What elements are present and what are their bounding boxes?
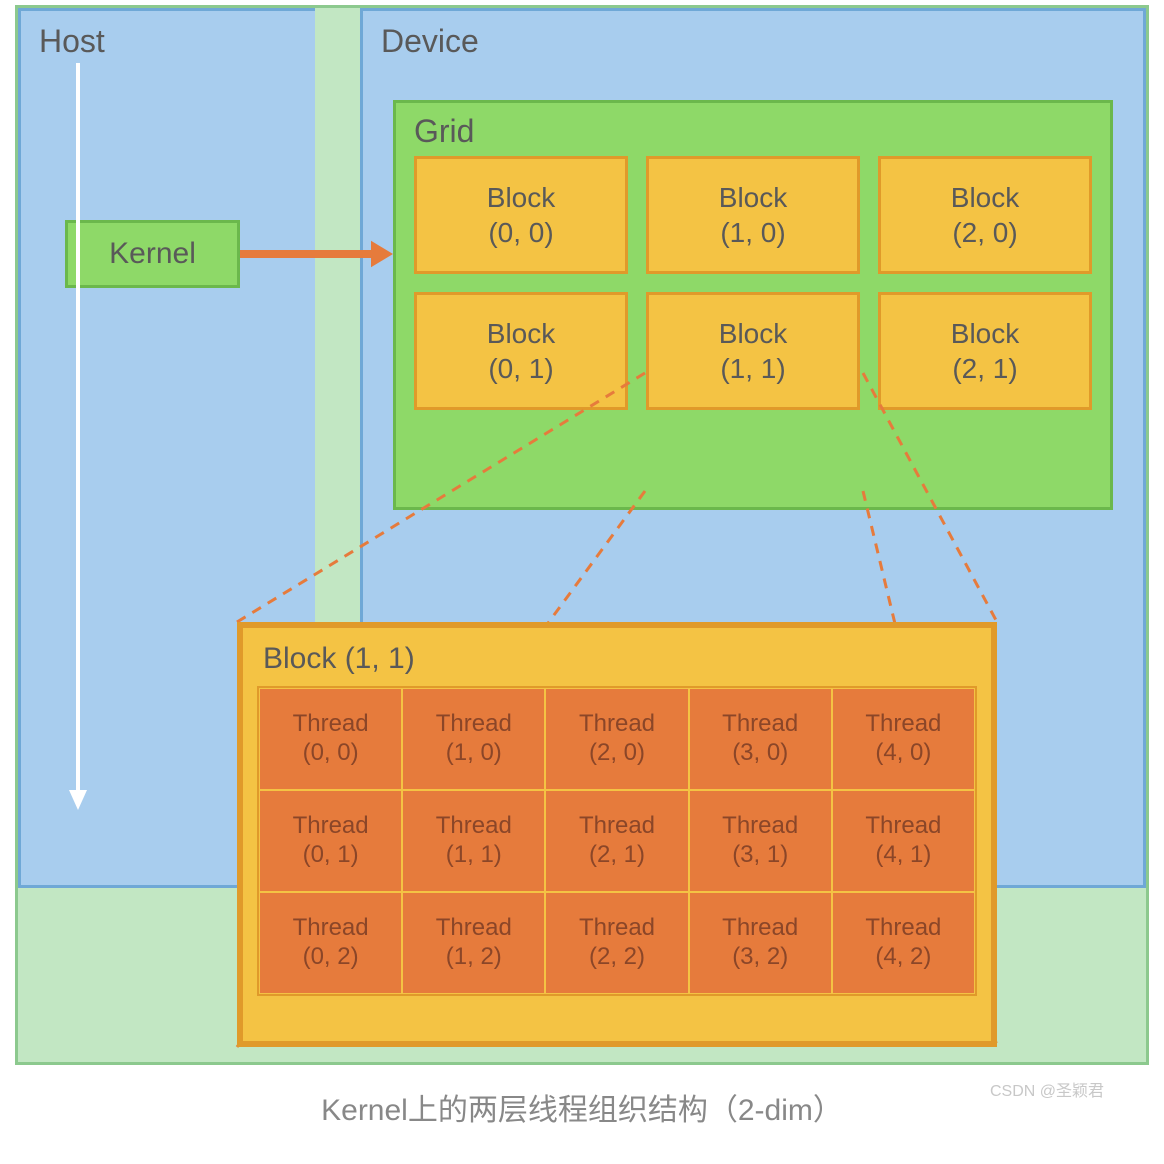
- thread-label: Thread: [722, 914, 798, 943]
- block-coord: (0, 1): [488, 351, 553, 386]
- thread-cell: Thread(3, 1): [689, 790, 832, 892]
- thread-cell: Thread(3, 2): [689, 892, 832, 994]
- thread-coord: (1, 2): [446, 943, 502, 972]
- thread-label: Thread: [436, 710, 512, 739]
- thread-coord: (1, 0): [446, 739, 502, 768]
- thread-cell: Thread(2, 1): [545, 790, 688, 892]
- thread-label: Thread: [436, 812, 512, 841]
- block-label: Block: [487, 316, 555, 351]
- thread-cell: Thread(4, 0): [832, 688, 975, 790]
- thread-label: Thread: [293, 914, 369, 943]
- block-coord: (2, 1): [952, 351, 1017, 386]
- thread-cell: Thread(1, 0): [402, 688, 545, 790]
- thread-label: Thread: [579, 914, 655, 943]
- thread-cell: Thread(0, 2): [259, 892, 402, 994]
- thread-label: Thread: [436, 914, 512, 943]
- thread-cell: Thread(4, 2): [832, 892, 975, 994]
- thread-coord: (1, 1): [446, 841, 502, 870]
- block-cell: Block(1, 1): [646, 292, 860, 410]
- thread-cell: Thread(1, 1): [402, 790, 545, 892]
- grid-label: Grid: [396, 103, 1110, 156]
- block-coord: (1, 0): [720, 215, 785, 250]
- grid-box: Grid Block(0, 0)Block(1, 0)Block(2, 0)Bl…: [393, 100, 1113, 510]
- block-label: Block: [487, 180, 555, 215]
- device-label: Device: [381, 23, 1125, 60]
- block-cell: Block(2, 1): [878, 292, 1092, 410]
- thread-cell: Thread(0, 0): [259, 688, 402, 790]
- block-cell: Block(0, 1): [414, 292, 628, 410]
- thread-cell: Thread(2, 0): [545, 688, 688, 790]
- thread-label: Thread: [865, 812, 941, 841]
- thread-label: Thread: [579, 812, 655, 841]
- block-detail-box: Block (1, 1) Thread(0, 0)Thread(1, 0)Thr…: [237, 622, 997, 1047]
- kernel-label: Kernel: [109, 237, 196, 271]
- thread-coord: (4, 0): [875, 739, 931, 768]
- thread-cell: Thread(2, 2): [545, 892, 688, 994]
- host-label: Host: [39, 23, 305, 60]
- block-detail-title: Block (1, 1): [243, 628, 991, 686]
- block-coord: (0, 0): [488, 215, 553, 250]
- thread-label: Thread: [722, 812, 798, 841]
- thread-label: Thread: [865, 710, 941, 739]
- thread-coord: (3, 0): [732, 739, 788, 768]
- block-coord: (2, 0): [952, 215, 1017, 250]
- thread-label: Thread: [293, 710, 369, 739]
- thread-label: Thread: [865, 914, 941, 943]
- thread-coord: (0, 0): [303, 739, 359, 768]
- thread-label: Thread: [579, 710, 655, 739]
- block-label: Block: [951, 180, 1019, 215]
- thread-cell: Thread(0, 1): [259, 790, 402, 892]
- block-label: Block: [719, 316, 787, 351]
- diagram-canvas: Host Device Kernel Grid Block(0, 0)Block…: [15, 5, 1149, 1065]
- thread-label: Thread: [722, 710, 798, 739]
- block-coord: (1, 1): [720, 351, 785, 386]
- block-cell: Block(0, 0): [414, 156, 628, 274]
- thread-coord: (2, 1): [589, 841, 645, 870]
- thread-cell: Thread(4, 1): [832, 790, 975, 892]
- thread-cell: Thread(1, 2): [402, 892, 545, 994]
- block-cell: Block(1, 0): [646, 156, 860, 274]
- thread-coord: (3, 1): [732, 841, 788, 870]
- thread-coord: (2, 0): [589, 739, 645, 768]
- thread-coord: (4, 2): [875, 943, 931, 972]
- block-grid: Block(0, 0)Block(1, 0)Block(2, 0)Block(0…: [396, 156, 1110, 428]
- thread-grid: Thread(0, 0)Thread(1, 0)Thread(2, 0)Thre…: [257, 686, 977, 996]
- block-cell: Block(2, 0): [878, 156, 1092, 274]
- thread-coord: (0, 1): [303, 841, 359, 870]
- block-label: Block: [951, 316, 1019, 351]
- thread-coord: (0, 2): [303, 943, 359, 972]
- thread-cell: Thread(3, 0): [689, 688, 832, 790]
- thread-label: Thread: [293, 812, 369, 841]
- watermark-text: CSDN @圣颖君: [990, 1077, 1104, 1101]
- thread-coord: (4, 1): [875, 841, 931, 870]
- thread-coord: (3, 2): [732, 943, 788, 972]
- thread-coord: (2, 2): [589, 943, 645, 972]
- block-label: Block: [719, 180, 787, 215]
- kernel-box: Kernel: [65, 220, 240, 288]
